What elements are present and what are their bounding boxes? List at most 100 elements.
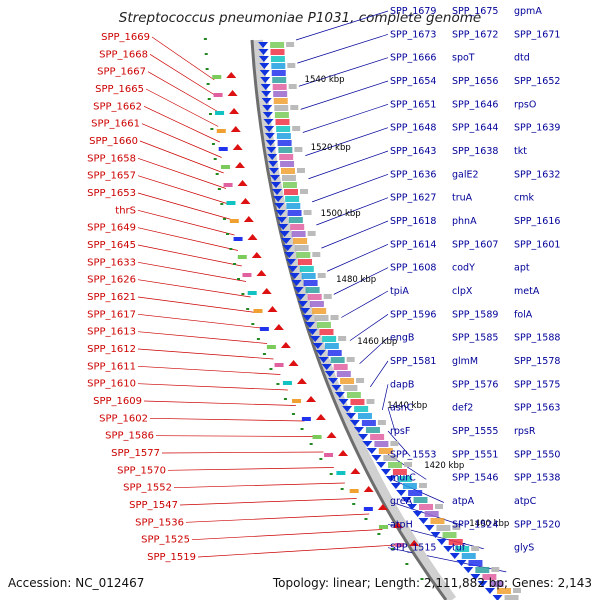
gene-block	[346, 357, 355, 362]
gene-label-right: SPP_1515	[390, 543, 436, 554]
leader-line	[381, 384, 389, 411]
gene-label-left: SPP_1662	[93, 101, 142, 112]
leader-line	[141, 123, 222, 158]
leader-line	[137, 175, 229, 205]
gene-block	[430, 518, 445, 524]
gene-label-left: SPP_1633	[87, 257, 136, 268]
gene-label-right: SPP_1575	[514, 379, 560, 390]
gene-arrow-forward	[463, 567, 474, 573]
leader-line	[161, 451, 324, 454]
gene-block	[300, 189, 309, 194]
gene-block	[413, 497, 428, 503]
gene-block	[242, 273, 252, 277]
gene-arrow-forward	[492, 595, 503, 600]
gene-label-right: SPP_1666	[390, 53, 436, 64]
gene-label-left: SPP_1626	[87, 275, 136, 286]
gene-block	[273, 98, 288, 104]
gene-block	[436, 525, 451, 531]
gene-block	[270, 56, 285, 62]
gene-block	[233, 237, 243, 241]
gene-arrow-forward	[270, 182, 281, 188]
gene-block	[307, 231, 316, 236]
gene-label-right: rpsR	[514, 426, 536, 437]
gene-label-left: SPP_1653	[87, 188, 136, 199]
gene-label-right: SPP_1585	[452, 333, 498, 344]
gene-block	[388, 462, 403, 468]
leader-line	[333, 267, 389, 295]
gene-label-right: SPP_1638	[452, 146, 498, 157]
gene-block	[274, 363, 284, 367]
feature-tick	[276, 383, 280, 385]
gene-label-left: SPP_1669	[101, 32, 150, 43]
gene-block	[293, 238, 308, 244]
gene-label-right: glmM	[452, 356, 478, 367]
gene-arrow-reverse	[227, 90, 238, 96]
gene-label-right: SPP_1578	[514, 356, 560, 367]
gene-block	[220, 165, 230, 169]
gene-block	[512, 588, 521, 593]
gene-label-left: SPP_1613	[87, 327, 136, 338]
gene-arrow-forward	[312, 343, 323, 349]
gene-arrow-forward	[456, 560, 467, 566]
page-title: Streptococcus pneumoniae P1031, complete…	[118, 10, 482, 26]
gene-block	[286, 203, 301, 209]
leader-line	[387, 430, 411, 457]
gene-block	[354, 406, 369, 412]
feature-tick	[229, 248, 233, 250]
gene-block	[285, 196, 300, 202]
gene-arrow-forward	[267, 154, 278, 160]
gene-arrow-reverse	[363, 486, 374, 492]
gene-block	[346, 392, 361, 398]
gene-label-right: SPP_1581	[390, 356, 436, 367]
feature-tick	[269, 368, 273, 370]
gene-arrow-reverse	[273, 324, 284, 330]
gene-label-right: SPP_1524	[452, 519, 498, 530]
gene-label-right: SPP_1601	[514, 239, 560, 250]
feature-tick	[223, 218, 227, 220]
gene-arrow-forward	[390, 483, 401, 489]
gene-label-right: SPP_1616	[514, 216, 560, 227]
gene-block	[215, 111, 225, 115]
gene-arrow-forward	[286, 259, 297, 265]
gene-label-right: SPP_1608	[390, 263, 436, 274]
gene-block	[491, 567, 500, 572]
gene-block	[340, 378, 355, 384]
gene-label-left: SPP_1612	[87, 344, 136, 355]
gene-arrow-forward	[307, 329, 318, 335]
kbp-scale-label: 1520 kbp	[311, 143, 351, 153]
gene-block	[307, 294, 322, 300]
gene-arrow-forward	[353, 427, 364, 433]
gene-label-right: cmk	[514, 193, 534, 204]
gene-label-left: SPP_1519	[147, 552, 196, 563]
gene-block	[280, 168, 295, 174]
gene-block	[247, 291, 257, 295]
gene-arrow-forward	[269, 175, 280, 181]
leader-line	[191, 529, 383, 541]
gene-label-left: SPP_1661	[91, 119, 140, 130]
gene-block	[435, 504, 444, 509]
gene-label-left: SPP_1570	[117, 465, 166, 476]
gene-arrow-forward	[260, 77, 271, 83]
feature-tick	[206, 83, 210, 85]
gene-label-right: SPP_1672	[452, 29, 498, 40]
gene-block	[259, 327, 269, 331]
gene-block	[349, 489, 359, 493]
gene-block	[452, 525, 461, 530]
leader-line	[137, 313, 262, 329]
gene-arrow-forward	[259, 63, 270, 69]
gene-label-left: SPP_1577	[111, 448, 160, 459]
gene-block	[374, 441, 389, 447]
gene-label-right: def2	[452, 403, 473, 414]
gene-block	[383, 455, 398, 461]
gene-label-left: SPP_1602	[99, 413, 148, 424]
gene-arrow-reverse	[226, 72, 237, 78]
gene-block	[287, 63, 296, 68]
gene-arrow-reverse	[280, 342, 291, 348]
gene-block	[274, 112, 289, 118]
leader-line	[308, 150, 389, 180]
leader-line	[155, 435, 314, 437]
gene-label-left: SPP_1621	[87, 292, 136, 303]
gene-block	[327, 350, 342, 356]
gene-block	[271, 63, 286, 69]
gene-block	[461, 553, 476, 559]
